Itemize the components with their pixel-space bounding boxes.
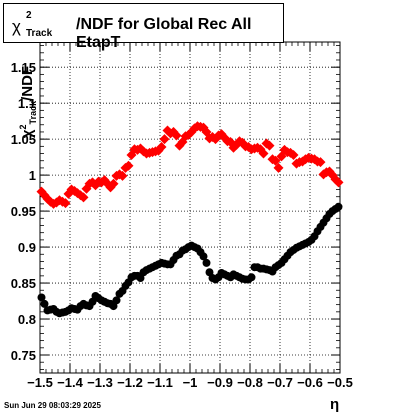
ylabel-chi-symbol: χ [19,129,37,139]
title-subscript: Track [26,28,53,39]
y-tick-label: 1.05 [11,132,36,147]
data-point-black [202,258,211,267]
y-tick-label: 0.95 [11,204,36,219]
axis-ticks [39,42,341,373]
x-tick-label: −1 [183,375,198,390]
timestamp: Sun Jun 29 08:03:29 2025 [4,401,101,410]
data-point-red [171,130,182,141]
data-point-red [123,160,134,171]
y-tick-label: 1.1 [18,96,36,111]
ylabel-subscript: Track [28,100,39,125]
y-tick-label: 0.9 [18,240,36,255]
data-point-red [288,149,299,160]
data-point-red [78,192,89,203]
data-point-red [117,170,128,181]
y-tick-label: 0.8 [18,312,36,327]
data-point-red [333,177,344,188]
x-tick-label: −0.7 [267,375,293,390]
series-black-circles [37,202,343,318]
data-point-red [60,198,71,209]
data-point-black [37,293,46,302]
data-point-black [334,202,343,211]
data-point-red [156,142,167,153]
y-tick-label: 1 [29,168,36,183]
data-point-black [40,299,49,308]
x-tick-label: −0.5 [327,375,353,390]
x-tick-label: −1.3 [87,375,113,390]
data-point-red [108,178,119,189]
data-point-red [258,148,269,159]
title-chi-symbol: χ [12,17,21,36]
x-tick-label: −1.2 [117,375,143,390]
grid [40,42,340,373]
data-point-black [247,273,256,282]
data-point-red [264,140,275,151]
data-point-black [112,296,121,305]
x-tick-label: −1.1 [147,375,173,390]
data-point-red [186,126,197,137]
data-point-black [199,252,208,261]
title-superscript: 2 [26,10,32,21]
title-box: χ 2 Track /NDF for Global Rec All EtapT [3,3,284,51]
series-red-diamonds [36,121,344,209]
x-tick-label: −0.9 [207,375,233,390]
x-tick-label: −1.4 [57,375,83,390]
data-point-red [315,157,326,168]
ylabel-superscript: 2 [18,124,29,130]
tick-labels: −1.5 −1.4 −1.3 −1.2 −1.1 −1 −0.9 −0.8 −0.7 −0.6 −0… [11,60,353,390]
x-tick-label: −0.6 [297,375,323,390]
chart-title: /NDF for Global Rec All EtapT [76,16,252,51]
data-point-red [159,134,170,145]
x-axis-label: η [330,396,340,413]
y-tick-label: 1.15 [11,60,36,75]
x-tick-label: −0.8 [237,375,263,390]
data-point-red [273,162,284,173]
y-axis-label: χ2Track/NDF [18,66,38,138]
y-tick-label: 0.85 [11,276,36,291]
data-point-red [270,155,281,166]
y-tick-label: 0.75 [11,348,36,363]
ylabel-suffix: /NDF [19,65,37,101]
x-tick-label: −1.5 [27,375,53,390]
data-point-red [198,122,209,133]
